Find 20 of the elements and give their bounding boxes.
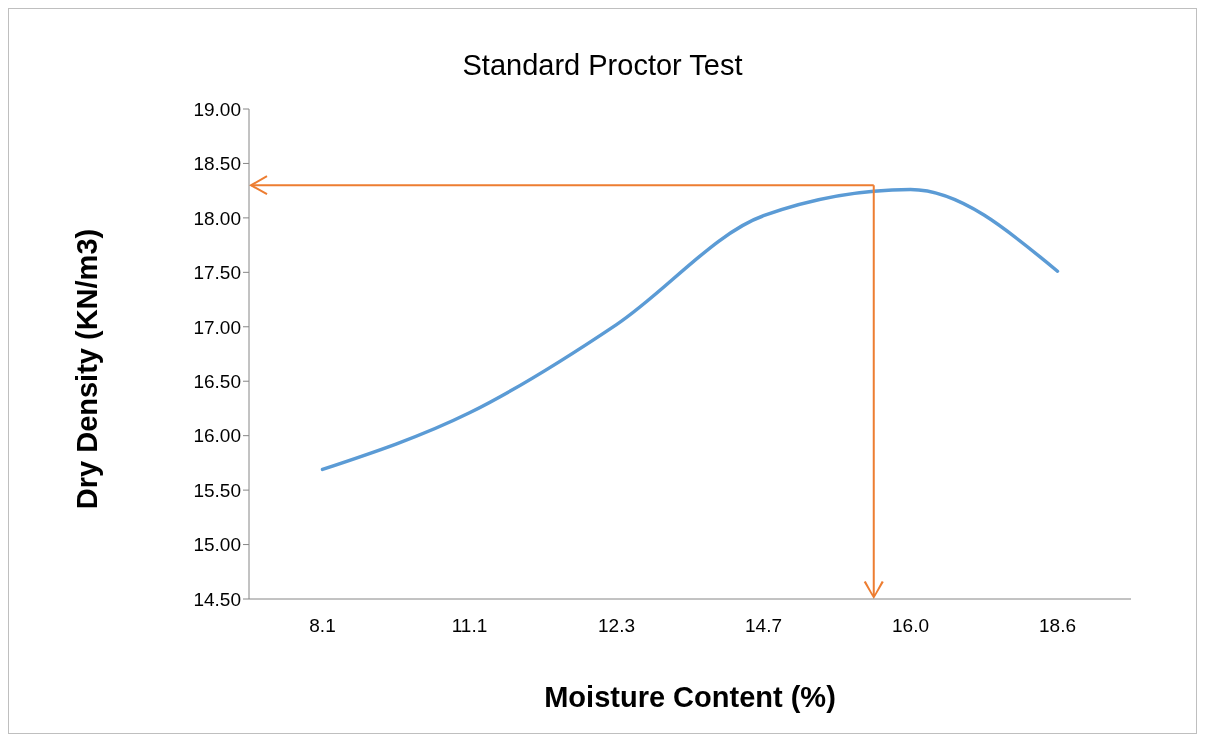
y-tick-label: 17.00 — [193, 316, 241, 338]
line-series — [320, 187, 1060, 472]
y-tick-label: 19.00 — [193, 98, 241, 120]
y-tick-label: 14.50 — [193, 588, 241, 610]
y-tick-label: 15.50 — [193, 479, 241, 501]
x-tick-label: 14.7 — [745, 615, 782, 637]
y-tick-label: 16.00 — [193, 425, 241, 447]
chart-title: Standard Proctor Test — [461, 49, 744, 82]
x-tick-label: 11.1 — [451, 615, 488, 637]
y-tick-label: 18.00 — [193, 207, 241, 229]
y-axis-title: Dry Density (KN/m3) — [70, 228, 104, 510]
x-tick-label: 18.6 — [1039, 615, 1076, 637]
y-tick-label: 16.50 — [193, 370, 241, 392]
y-tick-label: 15.00 — [193, 534, 241, 556]
x-tick-label: 16.0 — [892, 615, 929, 637]
y-tick-label: 18.50 — [193, 153, 241, 175]
x-tick-label: 8.1 — [309, 615, 336, 637]
x-tick-label: 12.3 — [598, 615, 635, 637]
y-tick-label: 17.50 — [193, 262, 241, 284]
x-axis-title: Moisture Content (%) — [543, 681, 837, 714]
